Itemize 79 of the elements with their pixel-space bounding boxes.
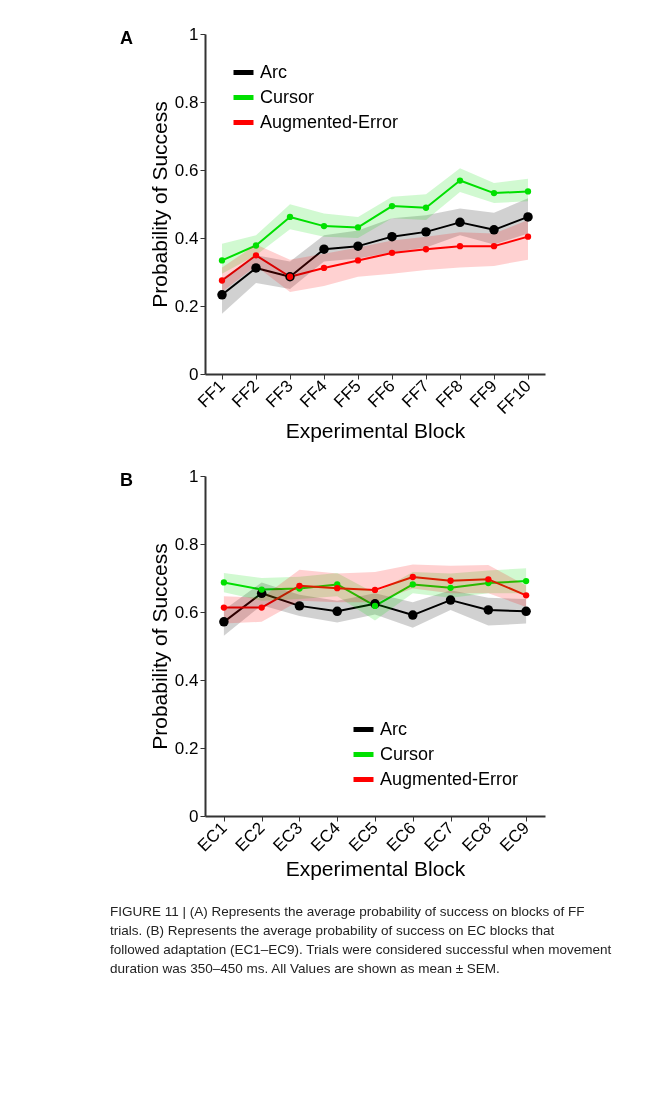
legend-label: Cursor: [380, 743, 435, 764]
point: [218, 257, 226, 264]
y-tick-label: 0.8: [174, 92, 199, 112]
point: [219, 617, 229, 627]
x-tick-label: FF6: [364, 376, 399, 412]
point: [251, 263, 261, 273]
y-tick-label: 1: [189, 24, 199, 44]
point: [408, 610, 418, 620]
x-tick-label: FF2: [228, 376, 263, 412]
y-tick-label: 0.2: [174, 738, 199, 758]
x-tick-label: FF3: [262, 376, 297, 412]
point: [334, 585, 341, 592]
text: A: [120, 28, 133, 48]
y-tick-label: 0.6: [174, 602, 199, 622]
legend-label: Cursor: [260, 86, 315, 107]
x-tick-label: FF4: [296, 376, 331, 412]
point: [252, 252, 260, 259]
point: [217, 290, 227, 300]
point: [521, 606, 531, 617]
point: [447, 577, 454, 584]
legend-label: Augmented-Error: [260, 111, 399, 132]
point: [490, 243, 498, 250]
x-tick-label: FF8: [432, 376, 467, 412]
point: [220, 604, 228, 611]
point: [258, 604, 265, 611]
x-axis-title: Experimental Block: [285, 856, 466, 880]
point: [332, 606, 342, 617]
y-tick-label: 0.6: [174, 160, 199, 180]
y-tick-label: 0.2: [174, 296, 199, 316]
point: [421, 227, 431, 237]
point: [522, 592, 530, 599]
point: [388, 202, 396, 210]
point: [252, 242, 260, 249]
y-tick-label: 0.8: [174, 534, 199, 554]
y-tick-label: 0.4: [174, 228, 199, 248]
point: [354, 257, 362, 264]
point: [220, 579, 228, 586]
point: [524, 188, 532, 195]
point: [524, 233, 532, 240]
point: [523, 212, 533, 222]
y-tick-label: 0: [189, 364, 199, 384]
point: [354, 224, 362, 231]
point: [319, 244, 329, 254]
y-tick-label: 0: [189, 806, 199, 826]
x-tick-label: FF5: [330, 376, 365, 412]
point: [490, 189, 498, 197]
point: [485, 576, 492, 583]
point: [320, 264, 328, 272]
point: [353, 241, 363, 251]
legend-label: Arc: [380, 718, 407, 739]
point: [456, 243, 464, 250]
point: [218, 277, 226, 284]
y-tick-label: 1: [189, 466, 199, 486]
point: [447, 584, 454, 592]
point: [422, 204, 430, 211]
y-tick-label: 0.4: [174, 670, 199, 690]
point: [320, 222, 328, 230]
point: [445, 595, 456, 605]
point: [409, 573, 416, 581]
point: [388, 249, 396, 257]
caption: FIGURE 11 | (A) Represents the average probability of success on blocks of FF trials. (B) Represents the average probability of success on EC blocks that followed adaptation (EC1–EC9). Trials were considered successful when movement duration was 350–450 ms. All Values are shown as mean ± SEM.: [110, 904, 612, 976]
text: B: [120, 470, 133, 490]
legend-label: Arc: [260, 61, 287, 82]
point: [483, 605, 494, 615]
point: [387, 231, 397, 242]
x-axis-title: Experimental Block: [285, 419, 466, 443]
point: [522, 577, 530, 585]
point: [409, 581, 416, 588]
y-axis-title: Probability of Success: [147, 543, 171, 750]
legend-label: Augmented-Error: [380, 768, 519, 789]
point: [455, 217, 465, 228]
point: [286, 213, 294, 221]
point: [294, 601, 305, 611]
point: [456, 177, 464, 184]
point: [371, 586, 379, 594]
y-axis-title: Probability of Success: [147, 101, 171, 308]
point: [489, 225, 499, 235]
point: [422, 246, 430, 253]
point: [258, 586, 265, 593]
